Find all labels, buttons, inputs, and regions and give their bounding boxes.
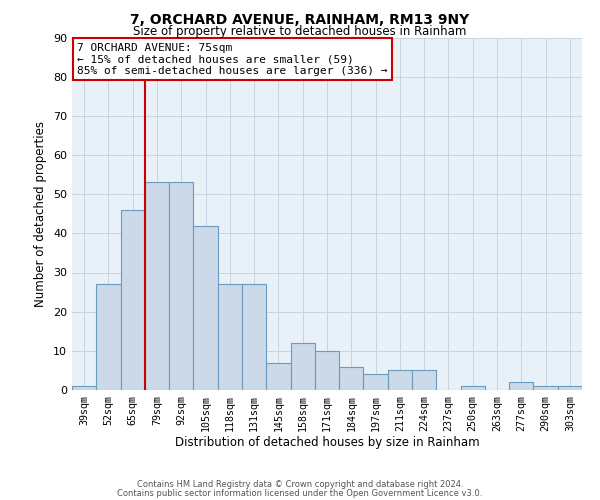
Bar	[121, 210, 145, 390]
Text: 7 ORCHARD AVENUE: 75sqm
← 15% of detached houses are smaller (59)
85% of semi-de: 7 ORCHARD AVENUE: 75sqm ← 15% of detache…	[77, 43, 388, 76]
Bar	[266, 362, 290, 390]
Text: Contains public sector information licensed under the Open Government Licence v3: Contains public sector information licen…	[118, 488, 482, 498]
Bar	[533, 386, 558, 390]
Bar	[509, 382, 533, 390]
Y-axis label: Number of detached properties: Number of detached properties	[34, 120, 47, 306]
X-axis label: Distribution of detached houses by size in Rainham: Distribution of detached houses by size …	[175, 436, 479, 450]
Bar	[364, 374, 388, 390]
Text: Contains HM Land Registry data © Crown copyright and database right 2024.: Contains HM Land Registry data © Crown c…	[137, 480, 463, 489]
Bar	[461, 386, 485, 390]
Text: 7, ORCHARD AVENUE, RAINHAM, RM13 9NY: 7, ORCHARD AVENUE, RAINHAM, RM13 9NY	[130, 12, 470, 26]
Bar	[169, 182, 193, 390]
Bar	[193, 226, 218, 390]
Bar	[388, 370, 412, 390]
Bar	[290, 343, 315, 390]
Bar	[218, 284, 242, 390]
Bar	[558, 386, 582, 390]
Text: Size of property relative to detached houses in Rainham: Size of property relative to detached ho…	[133, 25, 467, 38]
Bar	[72, 386, 96, 390]
Bar	[96, 284, 121, 390]
Bar	[339, 366, 364, 390]
Bar	[412, 370, 436, 390]
Bar	[145, 182, 169, 390]
Bar	[315, 351, 339, 390]
Bar	[242, 284, 266, 390]
